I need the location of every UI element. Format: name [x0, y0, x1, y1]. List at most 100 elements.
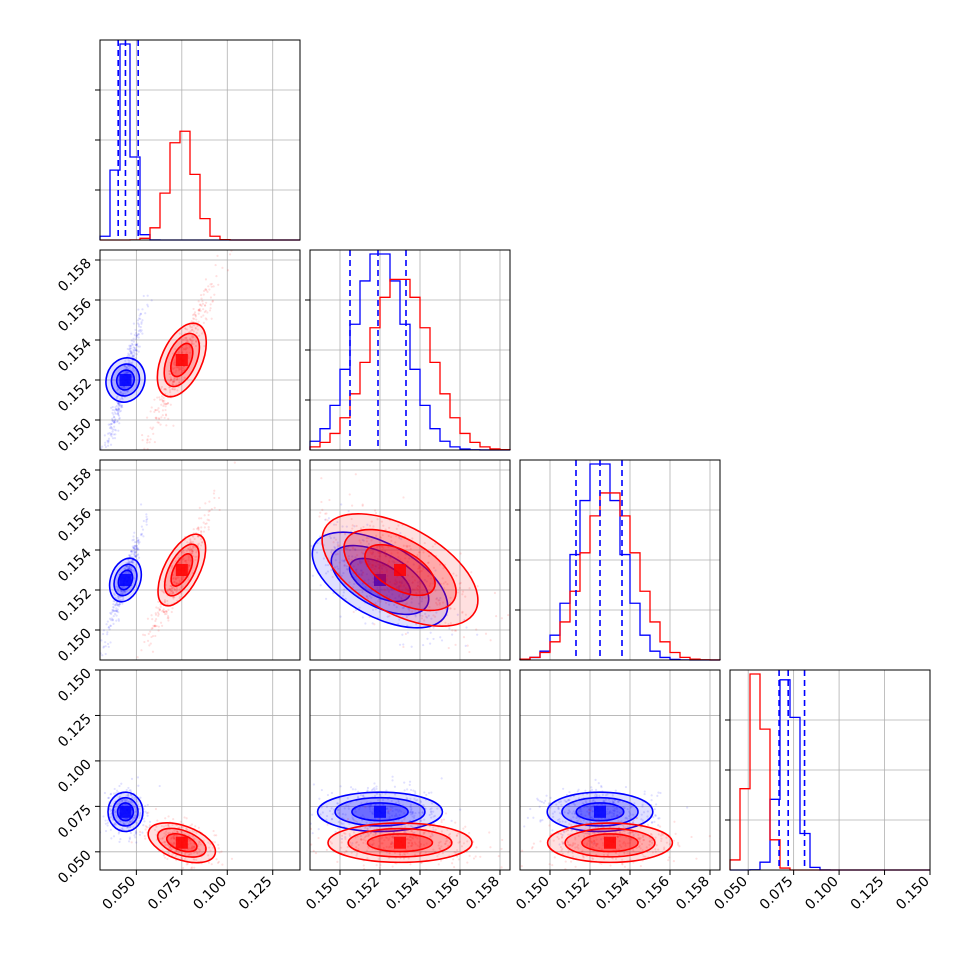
sample-point [115, 408, 118, 411]
sample-point [221, 266, 224, 269]
y-tick-label: 0.125 [55, 711, 95, 751]
sample-point [586, 810, 589, 813]
sample-point [601, 824, 604, 828]
sample-point [500, 866, 503, 869]
sample-point [170, 848, 174, 851]
sample-point [172, 367, 175, 371]
sample-point [135, 349, 139, 352]
x-tick-label: 0.150 [893, 874, 933, 914]
sample-point [134, 331, 138, 335]
sample-point [184, 338, 187, 341]
sample-point [133, 547, 136, 550]
sample-point [351, 816, 354, 819]
sample-point [385, 568, 389, 571]
sample-point [375, 787, 378, 791]
sample-point [600, 826, 603, 829]
sample-point [411, 812, 414, 815]
sample-point [589, 816, 592, 819]
sample-point [146, 303, 149, 306]
sample-point [381, 570, 384, 574]
sample-point [110, 433, 114, 436]
sample-point [139, 330, 142, 333]
sample-point [181, 338, 184, 341]
sample-point [188, 853, 191, 857]
sample-point [125, 799, 128, 802]
sample-point [135, 349, 138, 352]
sample-point [365, 540, 369, 543]
sample-point [558, 811, 562, 815]
sample-point [638, 838, 641, 841]
sample-point [632, 819, 635, 822]
sample-point [201, 851, 204, 855]
sample-point [120, 391, 123, 394]
sample-point [169, 588, 172, 591]
sample-point [132, 322, 136, 325]
sample-point [127, 786, 130, 790]
sample-point [133, 816, 136, 819]
histogram-series-1 [729, 673, 930, 871]
sample-point [617, 848, 621, 851]
sample-point [579, 813, 582, 816]
sample-point [171, 577, 174, 580]
sample-point [464, 825, 467, 828]
sample-point [104, 652, 107, 656]
sample-point [398, 580, 401, 583]
sample-point [365, 536, 368, 540]
sample-point [409, 547, 412, 551]
sample-point [567, 809, 571, 812]
sample-point [379, 536, 382, 539]
sample-point [111, 411, 114, 415]
sample-point [185, 336, 188, 340]
sample-point [585, 801, 588, 804]
sample-point [638, 844, 641, 848]
sample-point [117, 598, 120, 601]
sample-point [333, 536, 336, 539]
sample-point [464, 595, 467, 598]
sample-point [109, 810, 112, 813]
sample-point [381, 836, 384, 839]
sample-point [113, 613, 117, 616]
sample-point [113, 421, 116, 424]
sample-point [142, 817, 145, 820]
sample-point [406, 560, 409, 563]
sample-point [110, 435, 113, 438]
sample-point [145, 513, 148, 516]
sample-point [418, 551, 421, 554]
sample-point [134, 563, 137, 566]
sample-point [190, 335, 193, 338]
sample-point [580, 810, 583, 813]
sample-point [344, 832, 347, 835]
scatter-content [100, 250, 233, 450]
sample-point [185, 827, 188, 830]
sample-point [407, 845, 410, 848]
sample-point [629, 839, 632, 842]
y-tick-label: 0.154 [55, 335, 95, 375]
sample-point [269, 853, 271, 855]
sample-point [341, 525, 344, 528]
sample-point [408, 783, 411, 786]
sample-point [115, 607, 118, 610]
sample-point [456, 591, 459, 594]
sample-point [117, 402, 120, 405]
sample-point [129, 344, 132, 348]
sample-point [190, 867, 193, 870]
sample-point [553, 810, 556, 813]
sample-point [653, 808, 656, 811]
sample-point [175, 365, 178, 368]
sample-point [413, 797, 416, 800]
sample-point [195, 831, 198, 834]
sample-point [356, 852, 359, 855]
sample-point [623, 851, 626, 854]
sample-point [614, 851, 617, 855]
sample-point [610, 811, 614, 814]
sample-point [122, 590, 125, 593]
sample-point [695, 857, 698, 860]
sample-point [198, 547, 201, 550]
sample-point [466, 644, 469, 647]
sample-point [396, 829, 399, 833]
sample-point [129, 568, 132, 571]
sample-point [170, 837, 173, 840]
sample-point [559, 845, 563, 849]
sample-point [194, 340, 198, 343]
sample-point [178, 377, 181, 380]
